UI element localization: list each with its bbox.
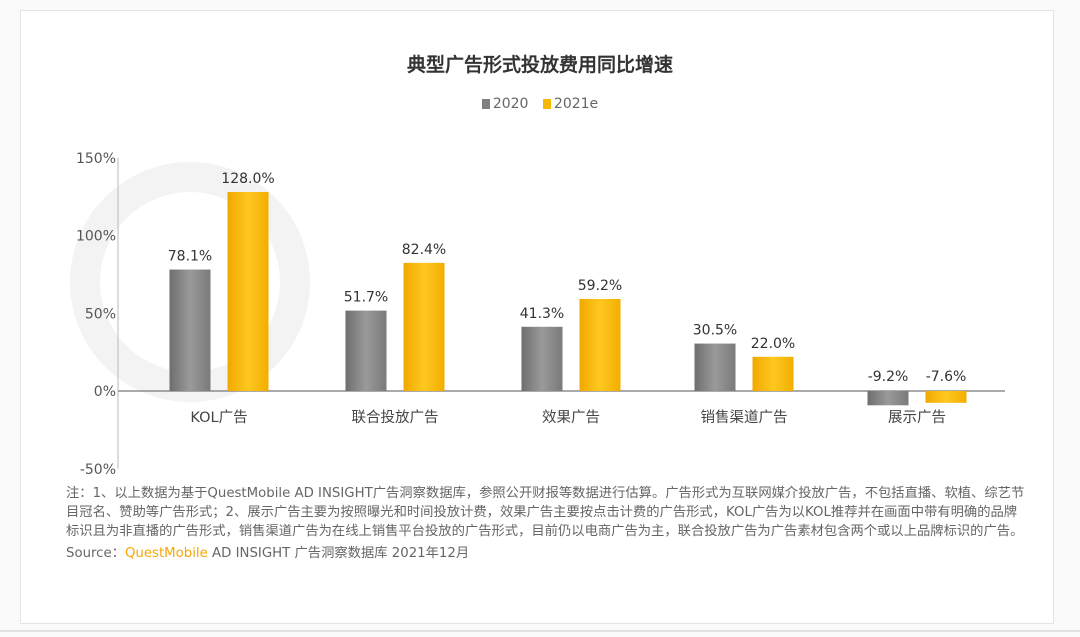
notes-block: 注：1、以上数据为基于QuestMobile AD INSIGHT广告洞察数据库… — [66, 484, 1026, 563]
bar-2021e — [752, 356, 794, 391]
legend-swatch — [542, 99, 551, 109]
x-tick-label: KOL广告 — [190, 409, 247, 426]
data-label: 82.4% — [402, 242, 446, 258]
bar-2020 — [694, 343, 736, 391]
data-label: 41.3% — [520, 306, 564, 322]
y-tick-label: -50% — [80, 462, 116, 478]
bar-2021e — [579, 298, 621, 391]
source-label: Source： — [66, 546, 125, 561]
footnote: 注：1、以上数据为基于QuestMobile AD INSIGHT广告洞察数据库… — [66, 486, 1025, 539]
divider — [0, 630, 1080, 632]
y-tick-label: 100% — [76, 229, 116, 245]
data-label: 51.7% — [344, 290, 388, 306]
source-brand: QuestMobile — [124, 546, 208, 561]
legend: 2020 2021e — [0, 96, 1080, 112]
bar-2021e — [925, 391, 967, 403]
bar-2020 — [345, 310, 387, 391]
data-label: -9.2% — [868, 369, 909, 385]
data-label: 22.0% — [751, 336, 795, 352]
legend-item-2021e: 2021e — [542, 96, 599, 112]
y-tick-label: 50% — [85, 306, 116, 322]
bar-2020 — [521, 326, 563, 391]
y-tick-label: 0% — [94, 384, 116, 400]
chart-title: 典型广告形式投放费用同比增速 — [406, 54, 673, 76]
bar-2021e — [227, 191, 269, 391]
x-tick-label: 展示广告 — [888, 409, 946, 426]
data-label: 128.0% — [221, 171, 274, 187]
x-tick-label: 销售渠道广告 — [701, 409, 788, 426]
data-label: 78.1% — [168, 249, 212, 265]
source-text: AD INSIGHT 广告洞察数据库 2021年12月 — [212, 546, 470, 561]
legend-label: 2021e — [553, 96, 599, 112]
bar-2020 — [867, 391, 909, 406]
data-label: 59.2% — [578, 278, 622, 294]
legend-item-2020: 2020 — [481, 96, 529, 112]
legend-label: 2020 — [492, 96, 529, 112]
x-tick-label: 联合投放广告 — [352, 409, 439, 426]
data-label: -7.6% — [926, 369, 967, 385]
bar-2021e — [403, 262, 445, 391]
bar-2020 — [169, 269, 211, 391]
source-line: Source：QuestMobile AD INSIGHT 广告洞察数据库 20… — [66, 545, 1026, 563]
y-tick-label: 150% — [76, 151, 116, 167]
x-tick-label: 效果广告 — [542, 409, 600, 426]
data-label: 30.5% — [693, 323, 737, 339]
legend-swatch — [481, 99, 490, 109]
